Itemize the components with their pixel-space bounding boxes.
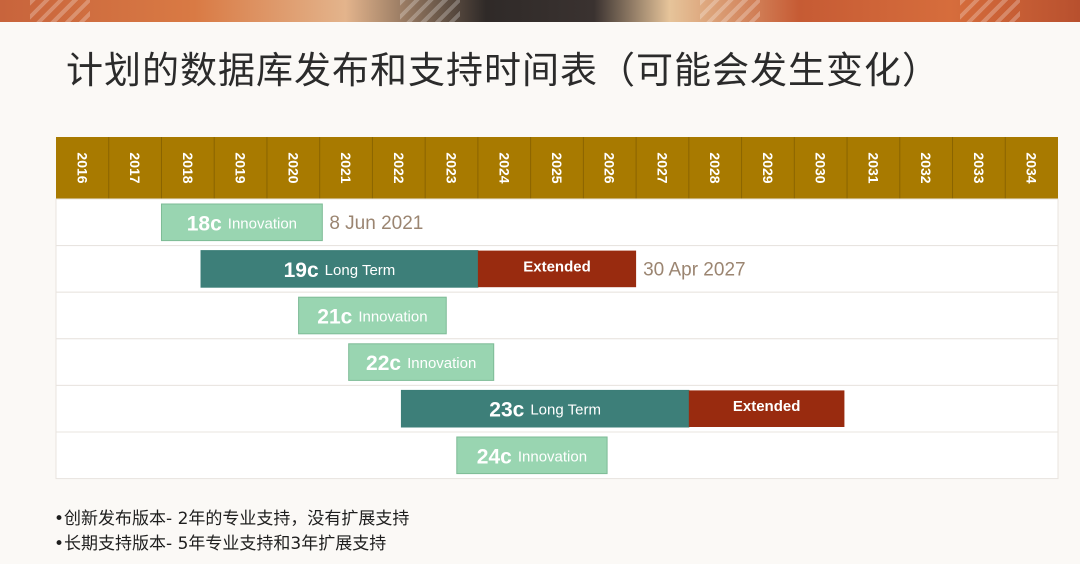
decorative-banner: [0, 0, 1080, 22]
note-innovation: •创新发布版本- 2年的专业支持，没有扩展支持: [54, 509, 410, 529]
release-label-24c: 24c Innovation: [477, 445, 587, 468]
year-label-2029: 2029: [760, 152, 776, 183]
extended-label-23c: Extended: [733, 398, 801, 415]
extended-label-19c: Extended: [523, 258, 591, 275]
year-label-2028: 2028: [707, 152, 723, 183]
release-label-23c: 23c Long Term: [489, 398, 601, 421]
year-label-2022: 2022: [391, 152, 407, 183]
banner-pattern: [700, 0, 760, 22]
end-date-label-18c: 8 Jun 2021: [329, 213, 423, 234]
year-label-2019: 2019: [233, 152, 249, 183]
year-label-2024: 2024: [496, 152, 512, 183]
extended-bar-19c: [477, 250, 637, 288]
year-label-2026: 2026: [602, 152, 618, 183]
release-label-18c: 18c Innovation: [187, 212, 297, 235]
release-bar-23c: [400, 389, 690, 428]
end-date-label-19c: 30 Apr 2027: [643, 259, 745, 280]
release-bar-24c: [456, 436, 608, 475]
banner-pattern: [30, 0, 90, 22]
year-label-2021: 2021: [338, 152, 354, 183]
legend-notes: •创新发布版本- 2年的专业支持，没有扩展支持 •长期支持版本- 5年专业支持和…: [54, 507, 409, 557]
release-label-19c: 19c Long Term: [284, 258, 396, 281]
year-label-2033: 2033: [971, 152, 987, 183]
year-header-band: [56, 137, 1058, 199]
year-label-2025: 2025: [549, 152, 565, 183]
banner-pattern: [960, 0, 1020, 22]
release-label-21c: 21c Innovation: [317, 305, 427, 328]
release-bar-22c: [348, 343, 495, 381]
page-title: 计划的数据库发布和支持时间表（可能会发生变化）: [66, 49, 940, 92]
note-long-term: •长期支持版本- 5年专业支持和3年扩展支持: [54, 534, 387, 554]
year-label-2023: 2023: [444, 152, 460, 183]
year-label-2027: 2027: [654, 152, 670, 183]
extended-bar-23c: [688, 390, 845, 427]
release-bar-18c: [160, 203, 323, 242]
year-label-2032: 2032: [918, 152, 934, 183]
timeline-row: [55, 291, 1059, 340]
release-bar-19c: [200, 250, 479, 288]
release-label-22c: 22c Innovation: [366, 352, 476, 375]
year-label-2017: 2017: [127, 152, 143, 183]
release-bar-21c: [298, 296, 447, 335]
timeline-row: [55, 338, 1059, 386]
year-label-2030: 2030: [813, 152, 829, 183]
year-label-2031: 2031: [865, 152, 881, 183]
year-label-2020: 2020: [285, 152, 301, 183]
year-label-2034: 2034: [1024, 152, 1040, 183]
banner-pattern: [400, 0, 460, 22]
year-label-2018: 2018: [180, 152, 196, 183]
year-label-2016: 2016: [74, 152, 90, 183]
